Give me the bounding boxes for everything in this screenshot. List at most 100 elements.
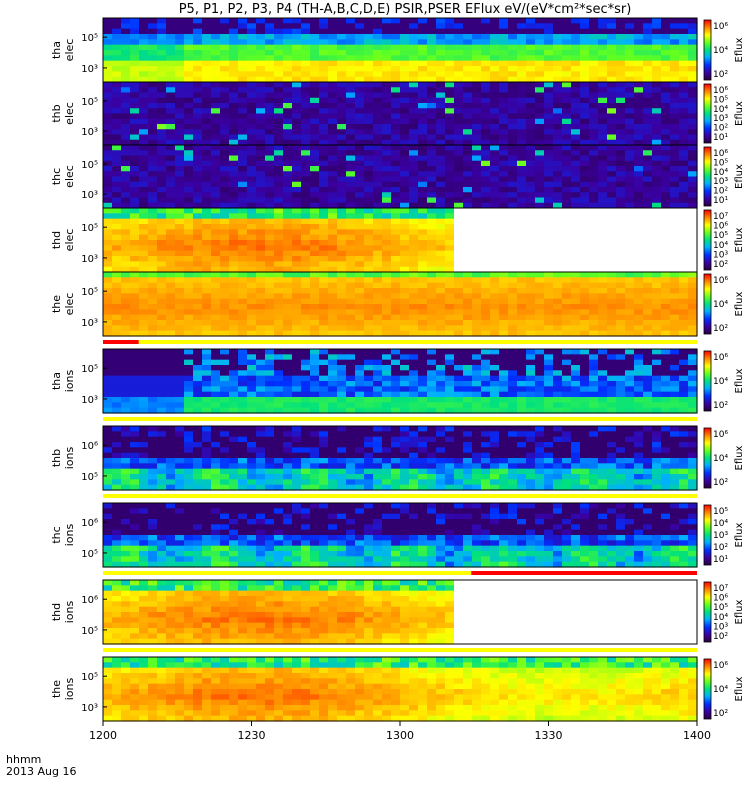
heatmap-cell [256,229,266,236]
heatmap-cell [112,202,122,209]
heatmap-cell [427,277,437,284]
heatmap-cell [220,87,230,94]
heatmap-cell [607,245,617,252]
heatmap-cell [121,118,131,125]
heatmap-cell [175,44,185,51]
heatmap-cell [391,139,401,146]
heatmap-cell [121,18,131,24]
heatmap-cell [139,39,149,46]
heatmap-cell [184,97,194,104]
heatmap-cell [589,426,599,432]
quality-bar [103,340,697,344]
heatmap-cell [112,160,122,167]
heatmap-cell [103,234,113,241]
heatmap-cell [382,218,392,225]
heatmap-cell [283,325,293,332]
heatmap-cell [688,330,698,337]
heatmap-cell [283,87,293,94]
heatmap-cell [535,256,545,262]
heatmap-cell [130,266,140,273]
heatmap-cell [670,431,680,438]
heatmap-cell [211,218,221,225]
heatmap-cell [427,39,437,46]
heatmap-cell [535,288,545,294]
heatmap-cell [571,39,581,46]
heatmap-cell [643,272,653,278]
heatmap-cell [535,50,545,56]
heatmap-cell [616,282,626,289]
heatmap-cell [238,250,248,257]
heatmap-cell [373,192,383,199]
heatmap-cell [679,402,689,409]
heatmap-cell [508,197,518,204]
heatmap-cell [481,176,491,183]
heatmap-cell [589,288,599,294]
heatmap-cell [499,23,509,30]
heatmap-cell [328,202,338,209]
heatmap-cell [688,272,698,278]
heatmap-cell [148,76,158,83]
heatmap-cell [238,97,248,104]
heatmap-cell [211,87,221,94]
heatmap-cell [256,23,266,30]
heatmap-cell [238,60,248,67]
heatmap-cell [670,92,680,99]
heatmap-cell [544,213,554,220]
heatmap-cell [643,349,653,355]
heatmap-cell [490,402,500,409]
heatmap-cell [418,325,428,332]
heatmap-cell [184,309,194,316]
heatmap-cell [544,359,554,366]
heatmap-cell [274,431,284,438]
heatmap-cell [310,187,320,193]
heatmap-cell [220,240,230,246]
heatmap-cell [634,108,644,115]
heatmap-cell [679,166,689,172]
heatmap-cell [598,309,608,316]
heatmap-cell [616,108,626,115]
heatmap-cell [589,208,599,214]
heatmap-cell [355,245,365,252]
heatmap-cell [373,431,383,438]
heatmap-cell [220,34,230,40]
heatmap-cell [544,250,554,257]
heatmap-cell [562,282,572,289]
heatmap-cell [328,349,338,355]
heatmap-cell [265,375,275,382]
heatmap-cell [184,282,194,289]
heatmap-cell [328,134,338,141]
heatmap-cell [463,325,473,332]
heatmap-cell [526,213,536,220]
heatmap-cell [400,391,410,398]
heatmap-cell [643,261,653,268]
heatmap-cell [238,245,248,252]
colorbar-tick-label: 10³ [713,114,728,124]
heatmap-cell [130,202,140,209]
heatmap-cell [607,18,617,24]
heatmap-cell [355,113,365,120]
heatmap-cell [517,349,527,355]
heatmap-cell [670,304,680,310]
heatmap-cell [328,139,338,146]
heatmap-cell [184,87,194,94]
heatmap-cell [346,282,356,289]
heatmap-cell [121,176,131,183]
heatmap-cell [679,354,689,361]
heatmap-cell [373,282,383,289]
heatmap-cell [670,359,680,366]
heatmap-cell [139,66,149,72]
heatmap-cell [517,171,527,178]
heatmap-cell [103,298,113,305]
heatmap-cell [490,234,500,241]
heatmap-cell [202,23,212,30]
heatmap-cell [634,266,644,273]
heatmap-cell [229,103,239,109]
heatmap-cell [553,139,563,146]
heatmap-cell [454,261,464,268]
colorbar-tick-label: 10⁵ [713,231,728,241]
heatmap-cell [661,426,671,432]
heatmap-cell [292,298,302,305]
heatmap-cell [112,288,122,294]
heatmap-cell [481,370,491,377]
